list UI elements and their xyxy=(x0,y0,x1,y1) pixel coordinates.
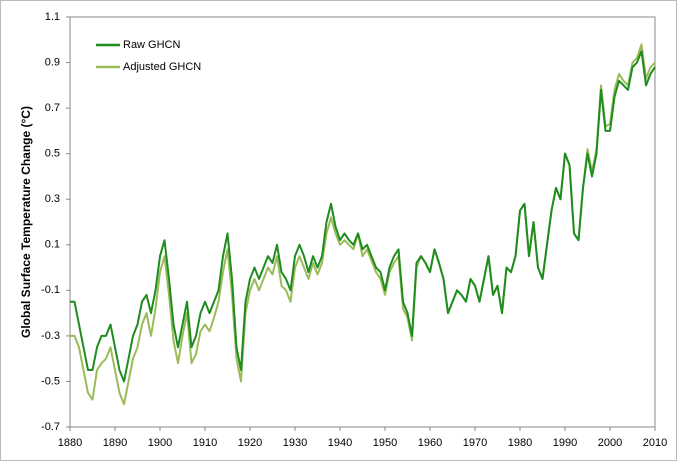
x-tick-label: 1970 xyxy=(463,437,487,449)
y-axis-label: Global Surface Temperature Change (°C) xyxy=(19,106,33,338)
y-tick-label: 0.9 xyxy=(45,56,60,68)
x-tick-label: 1950 xyxy=(373,437,397,449)
x-tick-label: 1910 xyxy=(193,437,217,449)
y-tick-label: 0.3 xyxy=(45,193,60,205)
x-tick-label: 1940 xyxy=(328,437,352,449)
x-tick-label: 2010 xyxy=(643,437,667,449)
y-tick-label: -0.5 xyxy=(41,375,60,387)
y-tick-label: 0.1 xyxy=(45,239,60,251)
y-tick-label: 1.1 xyxy=(45,11,60,23)
x-tick-label: 1930 xyxy=(283,437,307,449)
x-tick-label: 2000 xyxy=(598,437,622,449)
x-tick-label: 1900 xyxy=(148,437,172,449)
x-tick-label: 1990 xyxy=(553,437,577,449)
y-tick-label: -0.1 xyxy=(41,284,60,296)
legend-label: Raw GHCN xyxy=(123,39,181,51)
legend-label: Adjusted GHCN xyxy=(123,61,201,73)
x-tick-label: 1880 xyxy=(58,437,82,449)
y-tick-label: 0.5 xyxy=(45,148,60,160)
y-tick-label: -0.3 xyxy=(41,330,60,342)
x-tick-label: 1890 xyxy=(103,437,127,449)
y-tick-label: 0.7 xyxy=(45,102,60,114)
plot-frame xyxy=(69,16,656,428)
series-line xyxy=(70,50,656,383)
y-tick-label: -0.7 xyxy=(41,421,60,433)
x-tick-label: 1920 xyxy=(238,437,262,449)
x-tick-label: 1980 xyxy=(508,437,532,449)
x-tick-label: 1960 xyxy=(418,437,442,449)
